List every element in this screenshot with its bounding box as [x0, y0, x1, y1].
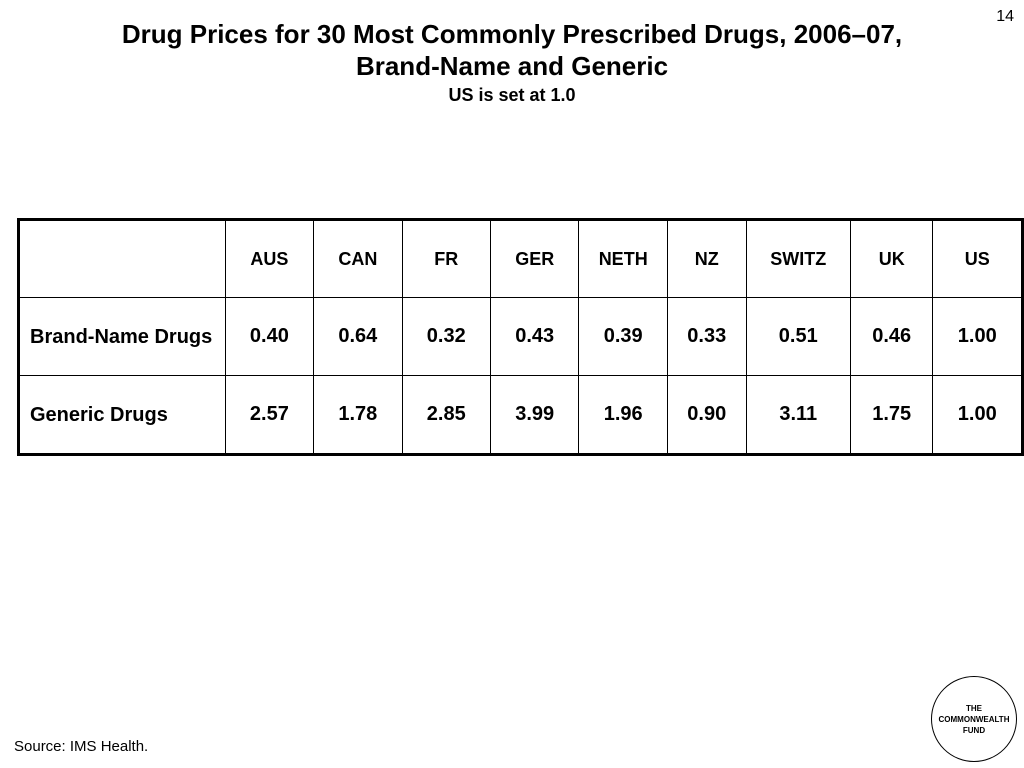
table-cell: 0.32	[401, 297, 491, 376]
column-header: NZ	[666, 219, 747, 298]
column-header: NETH	[578, 219, 668, 298]
table-cell: 1.75	[849, 375, 934, 455]
column-header: FR	[401, 219, 491, 298]
table-header-row: AUS CAN FR GER NETH NZ SWITZ UK US	[18, 219, 1023, 298]
table-cell: 1.78	[313, 375, 403, 455]
price-table-container: AUS CAN FR GER NETH NZ SWITZ UK US Brand…	[17, 218, 1024, 456]
column-header: SWITZ	[745, 219, 851, 298]
table-cell: 0.40	[224, 297, 315, 376]
table-cell: 1.96	[578, 375, 668, 455]
table-row: Brand-Name Drugs 0.40 0.64 0.32 0.43 0.3…	[18, 297, 1023, 376]
page-title-line-2: Brand-Name and Generic	[355, 51, 669, 81]
logo-text-line-1: THE	[966, 703, 982, 713]
row-label: Brand-Name Drugs	[18, 297, 226, 376]
page-title-line-1: Drug Prices for 30 Most Commonly Prescri…	[121, 19, 903, 49]
column-header: US	[932, 219, 1023, 298]
table-cell: 1.00	[932, 375, 1023, 455]
price-table: AUS CAN FR GER NETH NZ SWITZ UK US Brand…	[17, 218, 1024, 456]
commonwealth-fund-logo: THE COMMONWEALTH FUND	[931, 676, 1017, 762]
column-header: CAN	[313, 219, 403, 298]
column-header: AUS	[224, 219, 315, 298]
table-cell: 3.99	[489, 375, 580, 455]
table-cell: 0.90	[666, 375, 747, 455]
column-header: GER	[489, 219, 580, 298]
source-note: Source: IMS Health.	[14, 738, 149, 755]
page-number: 14	[996, 8, 1014, 25]
table-cell: 1.00	[932, 297, 1023, 376]
table-cell: 0.39	[578, 297, 668, 376]
table-cell: 3.11	[745, 375, 851, 455]
table-row: Generic Drugs 2.57 1.78 2.85 3.99 1.96 0…	[18, 375, 1023, 455]
table-cell: 0.43	[489, 297, 580, 376]
table-cell: 0.33	[666, 297, 747, 376]
logo-text-line-2: COMMONWEALTH	[938, 714, 1010, 724]
table-cell: 0.51	[745, 297, 851, 376]
table-cell: 0.46	[849, 297, 934, 376]
table-cell: 2.85	[401, 375, 491, 455]
table-cell: 2.57	[224, 375, 315, 455]
row-label: Generic Drugs	[18, 375, 226, 455]
page-subtitle: US is set at 1.0	[448, 85, 576, 105]
header-empty-cell	[18, 219, 226, 298]
table-cell: 0.64	[313, 297, 403, 376]
column-header: UK	[849, 219, 934, 298]
logo-text-line-3: FUND	[962, 725, 986, 735]
title-block: Drug Prices for 30 Most Commonly Prescri…	[0, 18, 1024, 106]
